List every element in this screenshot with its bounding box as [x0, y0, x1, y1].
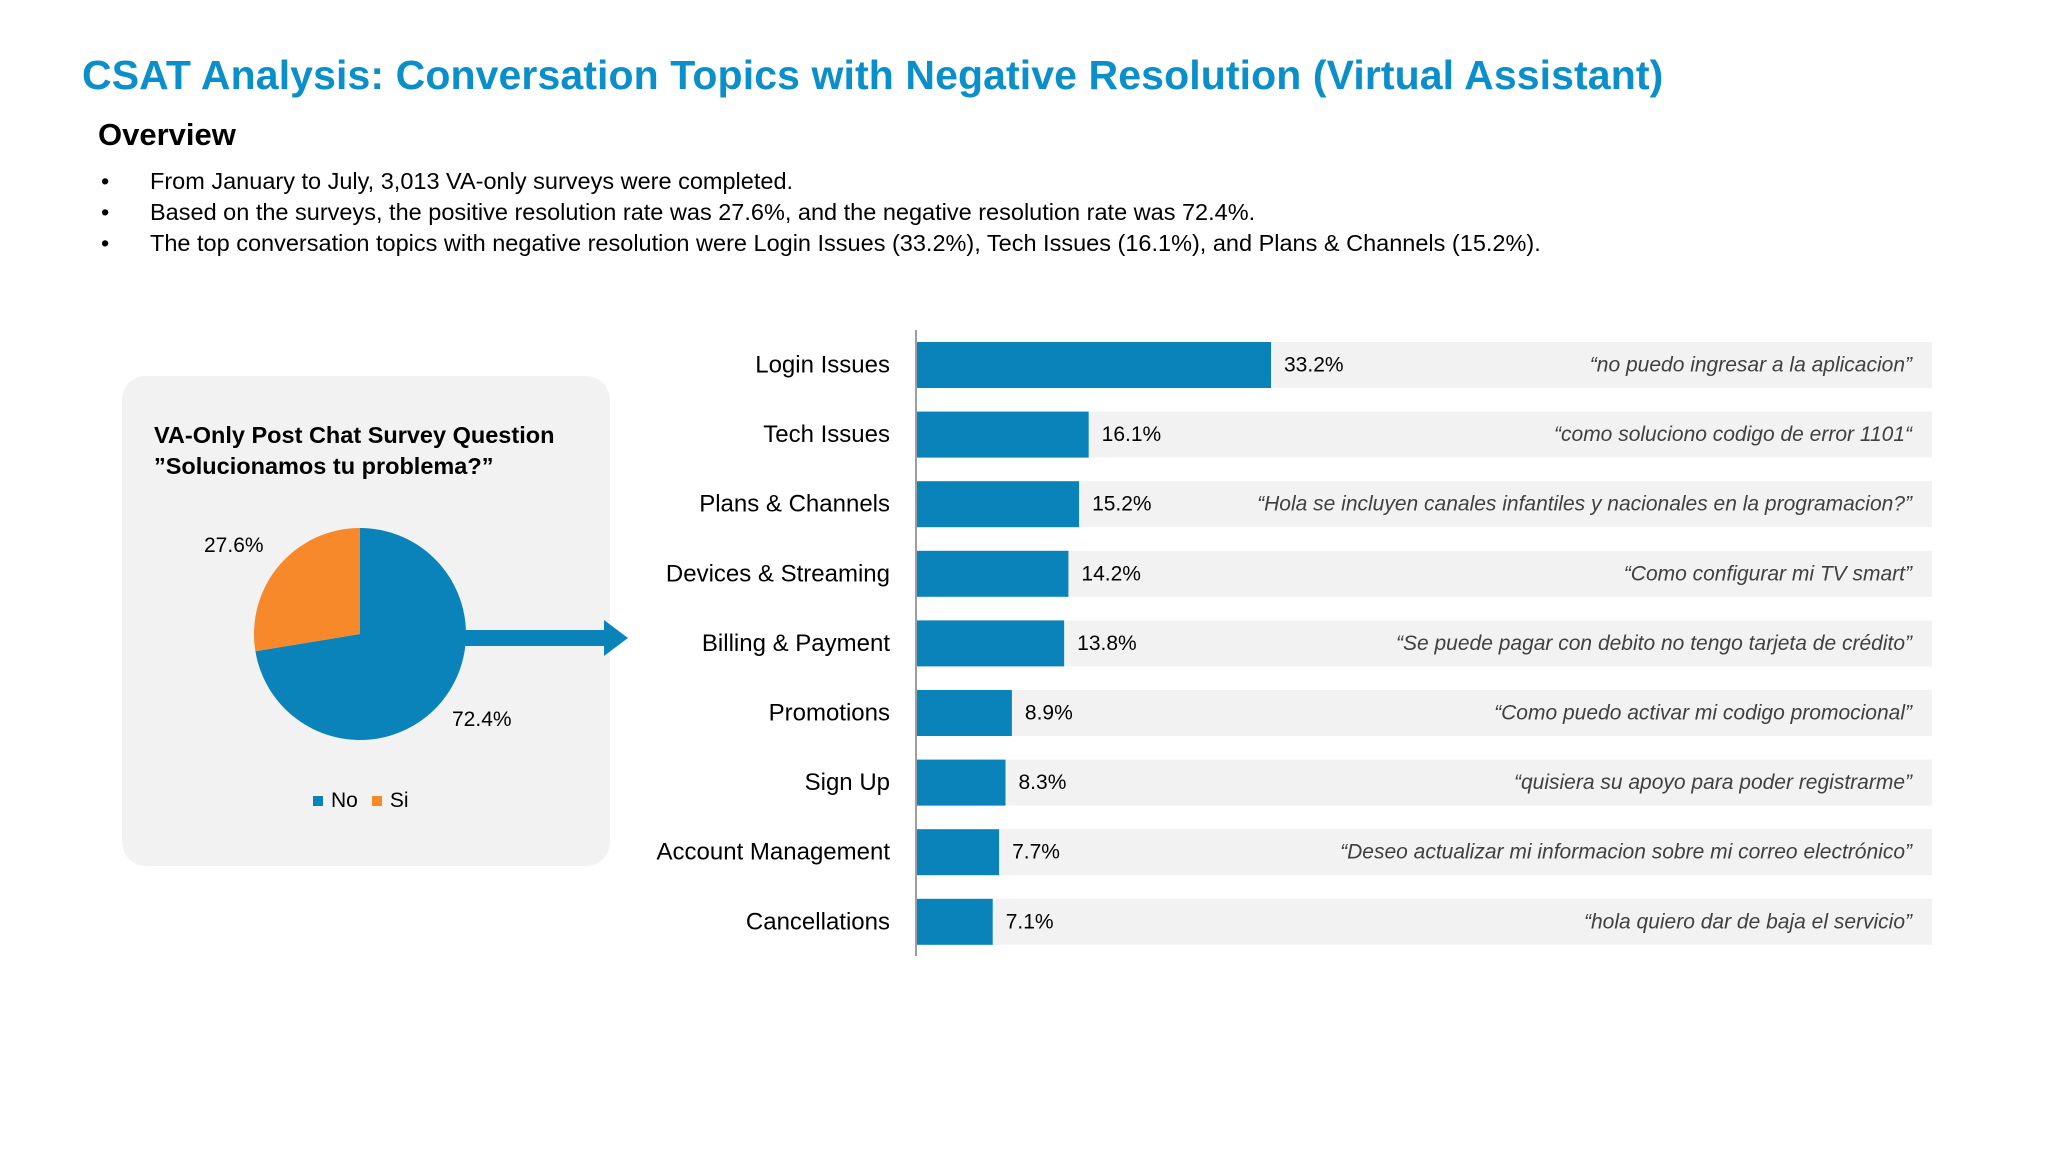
overview-bullet: • The top conversation topics with negat… — [98, 228, 1541, 259]
pie-title-line: VA-Only Post Chat Survey Question — [154, 422, 555, 448]
bar-value-label: 15.2% — [1092, 493, 1152, 516]
topic-quote: “Deseo actualizar mi informacion sobre m… — [1340, 841, 1913, 864]
pie-value-label-no: 72.4% — [452, 708, 512, 731]
pie-legend: No Si — [313, 789, 409, 813]
quote-background — [917, 481, 1932, 528]
bar — [917, 829, 1000, 876]
bar — [917, 481, 1080, 528]
quote-background — [917, 898, 1932, 945]
legend-item-no: No — [313, 789, 358, 813]
bar-value-label: 7.1% — [1006, 910, 1054, 933]
bar — [917, 342, 1271, 388]
pie-value-label-si: 27.6% — [204, 534, 264, 557]
bullet-dot-icon: • — [101, 168, 110, 194]
pie-slice-no — [255, 528, 466, 740]
bar — [917, 550, 1069, 597]
category-label: Sign Up — [805, 769, 890, 796]
topic-quote: “Se puede pagar con debito no tengo tarj… — [1396, 632, 1913, 655]
bar-value-label: 13.8% — [1077, 632, 1137, 655]
arrow-shaft — [462, 630, 607, 646]
quote-background — [917, 759, 1932, 806]
overview-bullet-list: • From January to July, 3,013 VA-only su… — [98, 166, 1541, 259]
legend-label-no: No — [331, 789, 358, 812]
bar-value-label: 14.2% — [1081, 562, 1141, 585]
overview-heading: Overview — [98, 117, 236, 152]
bar — [917, 620, 1065, 667]
survey-pie-card: VA-Only Post Chat Survey Question ”Soluc… — [122, 376, 610, 866]
category-label: Devices & Streaming — [666, 560, 890, 587]
category-label: Promotions — [769, 700, 890, 727]
bar — [917, 898, 993, 945]
topic-quote: “no puedo ingresar a la aplicacion” — [1590, 354, 1913, 377]
category-label: Account Management — [657, 839, 891, 866]
overview-bullet-text: Based on the surveys, the positive resol… — [150, 199, 1256, 225]
pie-slice-si — [253, 528, 360, 652]
topic-bar-chart: Login Issues 33.2% “no puedo ingresar a la… — [657, 330, 1932, 956]
pie-chart-title: VA-Only Post Chat Survey Question ”Soluc… — [154, 420, 554, 482]
overview-bullet-text: From January to July, 3,013 VA-only surv… — [150, 168, 794, 194]
topic-quote: “Hola se incluyen canales infantiles y n… — [1257, 493, 1913, 516]
bar-value-label: 8.9% — [1025, 702, 1073, 725]
quote-background — [917, 690, 1932, 736]
bar-value-label: 8.3% — [1019, 771, 1067, 794]
legend-swatch-no — [313, 796, 323, 806]
category-label: Tech Issues — [763, 421, 890, 448]
legend-swatch-si — [371, 796, 382, 806]
category-label: Login Issues — [755, 352, 890, 379]
bar — [917, 759, 1006, 806]
arrow-head — [604, 620, 628, 656]
bullet-dot-icon: • — [101, 199, 110, 225]
quote-background — [917, 550, 1932, 597]
bullet-dot-icon: • — [101, 230, 110, 256]
quote-background — [917, 829, 1932, 876]
category-label: Plans & Channels — [699, 491, 890, 518]
overview-bullet-text: The top conversation topics with negativ… — [150, 230, 1541, 256]
pie-subtitle-line: ”Solucionamos tu problema?” — [154, 453, 494, 479]
topic-quote: “como soluciono codigo de error 1101“ — [1554, 423, 1913, 446]
topic-quote: “hola quiero dar de baja el servicio” — [1584, 910, 1913, 933]
right-arrow-icon — [462, 620, 628, 656]
topic-quote: “Como configurar mi TV smart” — [1624, 562, 1913, 585]
slide-title: CSAT Analysis: Conversation Topics with … — [82, 52, 1664, 98]
pie-chart — [253, 528, 466, 740]
bar-value-label: 7.7% — [1012, 841, 1060, 864]
overview-bullet: • From January to July, 3,013 VA-only su… — [98, 166, 1541, 197]
overview-bullet: • Based on the surveys, the positive res… — [98, 197, 1541, 228]
quote-background — [917, 620, 1932, 667]
category-label: Billing & Payment — [702, 630, 890, 657]
bar — [917, 411, 1089, 458]
bar-value-label: 33.2% — [1284, 354, 1344, 377]
bar — [917, 690, 1012, 736]
category-label: Cancellations — [746, 908, 890, 935]
legend-label-si: Si — [389, 789, 409, 812]
bar-value-label: 16.1% — [1102, 423, 1162, 446]
legend-item-si: Si — [371, 789, 409, 813]
topic-quote: “Como puedo activar mi codigo promociona… — [1494, 702, 1913, 725]
topic-quote: “quisiera su apoyo para poder registrarm… — [1514, 771, 1913, 794]
